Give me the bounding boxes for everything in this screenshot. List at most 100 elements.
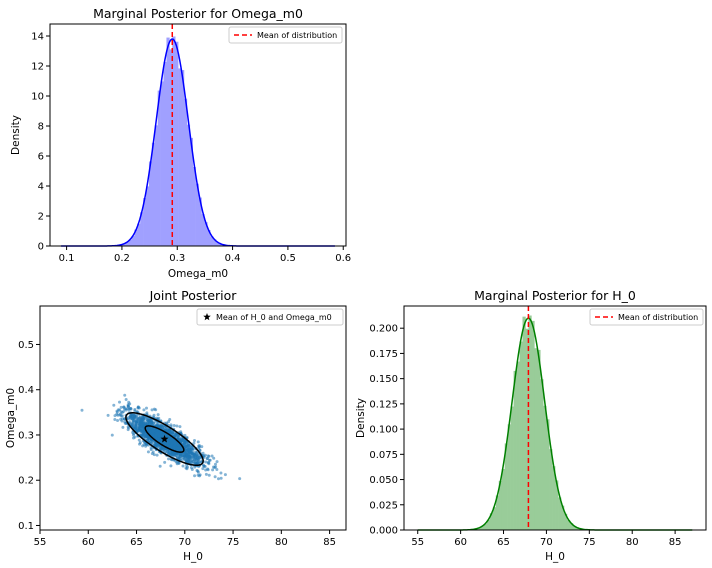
joint-scatter-point: [191, 452, 195, 456]
joint-scatter-point: [174, 443, 178, 447]
joint-xtick-label: 60: [82, 537, 95, 548]
joint-scatter-point: [196, 454, 200, 458]
h0-hist-bar: [513, 370, 517, 530]
joint-scatter-point: [118, 408, 122, 412]
joint-scatter-point: [187, 448, 191, 452]
joint-scatter-point: [200, 445, 204, 449]
joint-scatter-point: [138, 441, 142, 445]
joint-xtick-label: 70: [178, 537, 191, 548]
omega-hist-bar: [186, 124, 191, 246]
joint-scatter-point: [196, 440, 200, 444]
joint-scatter-point: [190, 468, 194, 471]
joint-scatter-point: [181, 457, 185, 461]
joint-scatter-point: [167, 451, 171, 455]
joint-scatter-point: [169, 457, 173, 461]
joint-scatter-point: [193, 439, 196, 442]
joint-scatter-point: [201, 451, 205, 455]
joint-scatter-point: [126, 407, 130, 411]
h0-hist-bar: [543, 405, 547, 530]
h0-histogram-bars: [463, 315, 594, 530]
h0-hist-bar: [525, 328, 529, 530]
joint-scatter-point: [205, 457, 209, 461]
joint-scatter-point: [195, 469, 199, 473]
omega-hist-bar: [140, 212, 144, 246]
h0-hist-bar: [558, 497, 562, 530]
omega-hist-bar: [189, 137, 193, 246]
joint-scatter-point: [208, 458, 212, 462]
joint-scatter-point: [175, 455, 179, 459]
joint-scatter-point: [148, 418, 152, 422]
joint-mean-star: [160, 434, 169, 443]
joint-scatter-point: [115, 409, 119, 413]
h0-hist-bar: [546, 419, 550, 530]
h0-hist-bar: [478, 527, 482, 530]
omega-ytick-label: 14: [31, 32, 44, 43]
omega-hist-bar: [122, 243, 126, 246]
h0-hist-bar: [566, 520, 571, 530]
joint-scatter-point: [116, 419, 120, 423]
joint-scatter-point: [206, 468, 210, 472]
joint-scatter-point: [185, 467, 189, 471]
joint-scatter-point: [159, 444, 163, 448]
joint-scatter-point: [113, 414, 117, 418]
joint-scatter-point: [192, 441, 196, 445]
omega-hist-bar: [175, 41, 179, 247]
h0-hist-bar: [489, 513, 494, 530]
joint-scatter-point: [132, 416, 136, 420]
joint-scatter-point: [216, 477, 220, 481]
joint-xtick-label: 55: [34, 537, 47, 548]
joint-scatter-point: [202, 464, 206, 468]
h0-hist-bar: [531, 320, 535, 530]
joint-scatter-point: [118, 400, 121, 404]
joint-scatter-point: [162, 448, 166, 452]
joint-scatter-point: [151, 429, 155, 433]
omega-ytick-label: 8: [38, 122, 44, 133]
omega-hist-bar: [210, 236, 214, 246]
joint-contour-1sigma: [144, 425, 185, 453]
joint-scatter-point: [172, 424, 176, 427]
joint-scatter-point: [152, 453, 156, 457]
omega-ytick-label: 4: [38, 182, 44, 193]
joint-scatter-point: [141, 428, 145, 432]
omega-hist-bar: [157, 90, 161, 246]
joint-scatter-point: [160, 426, 164, 430]
joint-scatter-point: [204, 468, 208, 472]
joint-scatter-point: [176, 443, 180, 447]
h0-ytick-label: 0.100: [369, 425, 398, 436]
h0-hist-bar: [492, 507, 497, 530]
joint-scatter-point: [159, 430, 163, 434]
joint-scatter-point: [174, 434, 178, 438]
omega-xtick-label: 0.5: [280, 253, 296, 264]
omega-hist-bar: [137, 223, 141, 246]
omega-hist-bar: [148, 161, 153, 246]
joint-y-ticks: 0.1 0.2 0.3 0.4 0.5: [18, 340, 40, 532]
joint-scatter-point: [156, 437, 160, 441]
h0-hist-bar: [569, 523, 574, 530]
omega-ytick-label: 6: [38, 152, 44, 163]
joint-scatter-point: [170, 431, 174, 435]
h0-hist-bar: [540, 379, 544, 530]
joint-scatter-point: [180, 454, 184, 458]
h0-marginal-panel: 55 60 65 70 75 80 85 0.000 0.025 0.050 0.075 0.100…: [355, 288, 707, 563]
omega-marginal-panel: 0.1 0.2 0.3 0.4 0.5 0.6 0 2 4 6 8 10 12 14 Marginal …: [10, 6, 351, 280]
joint-scatter-point: [154, 423, 158, 427]
joint-legend-label: Mean of H_0 and Omega_m0: [216, 313, 332, 322]
omega-hist-bar: [166, 37, 170, 247]
omega-hist-bar: [198, 197, 202, 246]
joint-scatter-point: [146, 450, 150, 454]
omega-hist-bar: [154, 125, 158, 246]
h0-hist-bar: [507, 424, 511, 530]
joint-ytick-label: 0.3: [18, 430, 34, 441]
h0-xtick-label: 70: [540, 537, 553, 548]
joint-scatter-point: [207, 460, 211, 464]
omega-legend: Mean of distribution: [228, 26, 343, 44]
joint-scatter-point: [191, 449, 195, 453]
h0-xtick-label: 60: [454, 537, 467, 548]
omega-hist-bar: [128, 239, 132, 246]
h0-ytick-label: 0.125: [369, 399, 398, 410]
joint-scatter-point: [140, 417, 144, 421]
joint-scatter-point: [185, 454, 189, 458]
joint-scatter-point: [189, 446, 193, 450]
joint-scatter-point: [134, 424, 138, 428]
h0-ytick-label: 0.150: [369, 374, 398, 385]
